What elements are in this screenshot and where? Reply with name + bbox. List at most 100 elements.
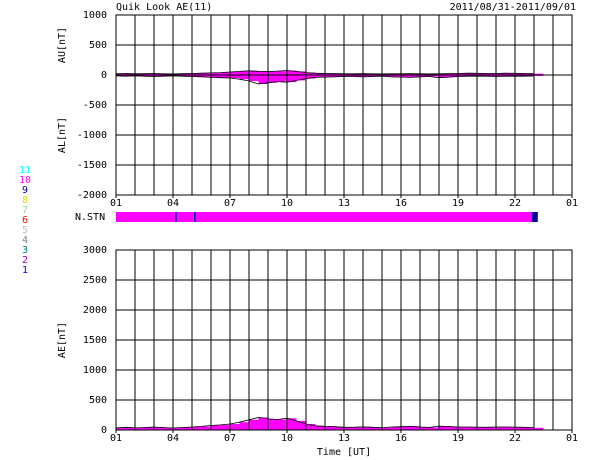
area-bar [277, 71, 287, 75]
area-bar [201, 73, 211, 75]
x-tick-label: 19 [452, 433, 464, 444]
area-bar [125, 427, 135, 430]
area-bar [401, 73, 411, 75]
date-range: 2011/08/31-2011/09/01 [450, 2, 576, 13]
area-bar [429, 75, 439, 77]
area-bar [448, 426, 458, 430]
area-bar [192, 75, 202, 77]
area-bar [439, 426, 449, 430]
chart-title: Quik Look AE(11) [116, 2, 212, 13]
area-bar [372, 75, 382, 77]
station-segment [532, 212, 538, 222]
station-segment [116, 212, 175, 222]
area-bar [201, 426, 211, 430]
area-bar [315, 73, 325, 75]
area-bar [429, 427, 439, 430]
area-bar [144, 73, 154, 75]
area-bar [334, 75, 344, 77]
area-bar [287, 418, 297, 430]
area-bar [458, 75, 468, 77]
area-bar [334, 73, 344, 75]
area-bar [391, 73, 401, 75]
area-bar [391, 75, 401, 77]
area-bar [401, 426, 411, 430]
area-bar [287, 75, 297, 83]
area-bar [515, 427, 525, 430]
x-tick-label: 07 [224, 198, 236, 209]
x-tick-label: 04 [167, 198, 179, 209]
area-bar [144, 427, 154, 430]
y-tick-label: 0 [101, 425, 107, 436]
area-bar [505, 73, 515, 75]
y-tick-label: 500 [89, 40, 107, 51]
area-bar [467, 427, 477, 430]
area-bar [163, 73, 173, 75]
area-bar [239, 71, 249, 75]
area-bar [534, 73, 544, 75]
y-tick-label: 2500 [83, 275, 107, 286]
y-tick-label: -1500 [77, 160, 107, 171]
x-tick-label: 10 [281, 198, 293, 209]
area-bar [524, 427, 534, 430]
area-bar [477, 75, 487, 77]
area-bar [249, 419, 259, 430]
area-bar [144, 75, 154, 77]
area-bar [515, 75, 525, 77]
area-bar [467, 75, 477, 77]
area-bar [192, 73, 202, 75]
area-bar [182, 75, 192, 77]
x-tick-label: 22 [509, 198, 521, 209]
station-segment [193, 212, 196, 222]
y-tick-label: -500 [83, 100, 107, 111]
area-bar [211, 75, 221, 78]
area-bar [268, 71, 278, 75]
station-legend: 3 [22, 245, 28, 256]
area-bar [173, 428, 183, 430]
area-bar [505, 75, 515, 77]
area-bar [477, 73, 487, 75]
y-axis-title: AU[nT] [57, 27, 68, 63]
area-bar [154, 427, 164, 430]
area-bar [439, 75, 449, 78]
area-bar [306, 72, 316, 75]
x-tick-label: 19 [452, 198, 464, 209]
x-axis-title: Time [UT] [317, 447, 371, 458]
area-bar [239, 422, 249, 430]
x-tick-label: 22 [509, 433, 521, 444]
strip-label: N.STN [75, 212, 105, 223]
area-bar [220, 75, 230, 78]
area-bar [220, 72, 230, 75]
area-bar [135, 427, 145, 430]
area-bar [296, 75, 306, 81]
area-bar [524, 75, 534, 77]
station-legend: 6 [22, 215, 28, 226]
area-bar [486, 427, 496, 430]
area-bar [239, 75, 249, 80]
station-legend: 1 [22, 265, 28, 276]
area-bar [344, 73, 354, 75]
area-bar [477, 427, 487, 430]
area-bar [439, 73, 449, 75]
area-bar [325, 73, 335, 75]
area-bar [258, 417, 268, 430]
x-tick-label: 07 [224, 433, 236, 444]
area-bar [296, 71, 306, 75]
area-bar [467, 73, 477, 75]
area-bar [268, 418, 278, 430]
y-axis-title: AE[nT] [57, 322, 68, 358]
area-bar [344, 427, 354, 430]
area-bar [496, 427, 506, 430]
area-bar [154, 75, 164, 77]
x-tick-label: 01 [566, 433, 578, 444]
area-bar [220, 424, 230, 430]
area-bar [296, 421, 306, 430]
area-bar [458, 73, 468, 75]
area-bar [363, 426, 373, 430]
area-bar [401, 75, 411, 78]
plot-frame [115, 249, 573, 431]
area-bar [448, 73, 458, 75]
station-legend: 4 [22, 235, 28, 246]
y-axis-title: AL[nT] [57, 117, 68, 153]
y-tick-label: -1000 [77, 130, 107, 141]
